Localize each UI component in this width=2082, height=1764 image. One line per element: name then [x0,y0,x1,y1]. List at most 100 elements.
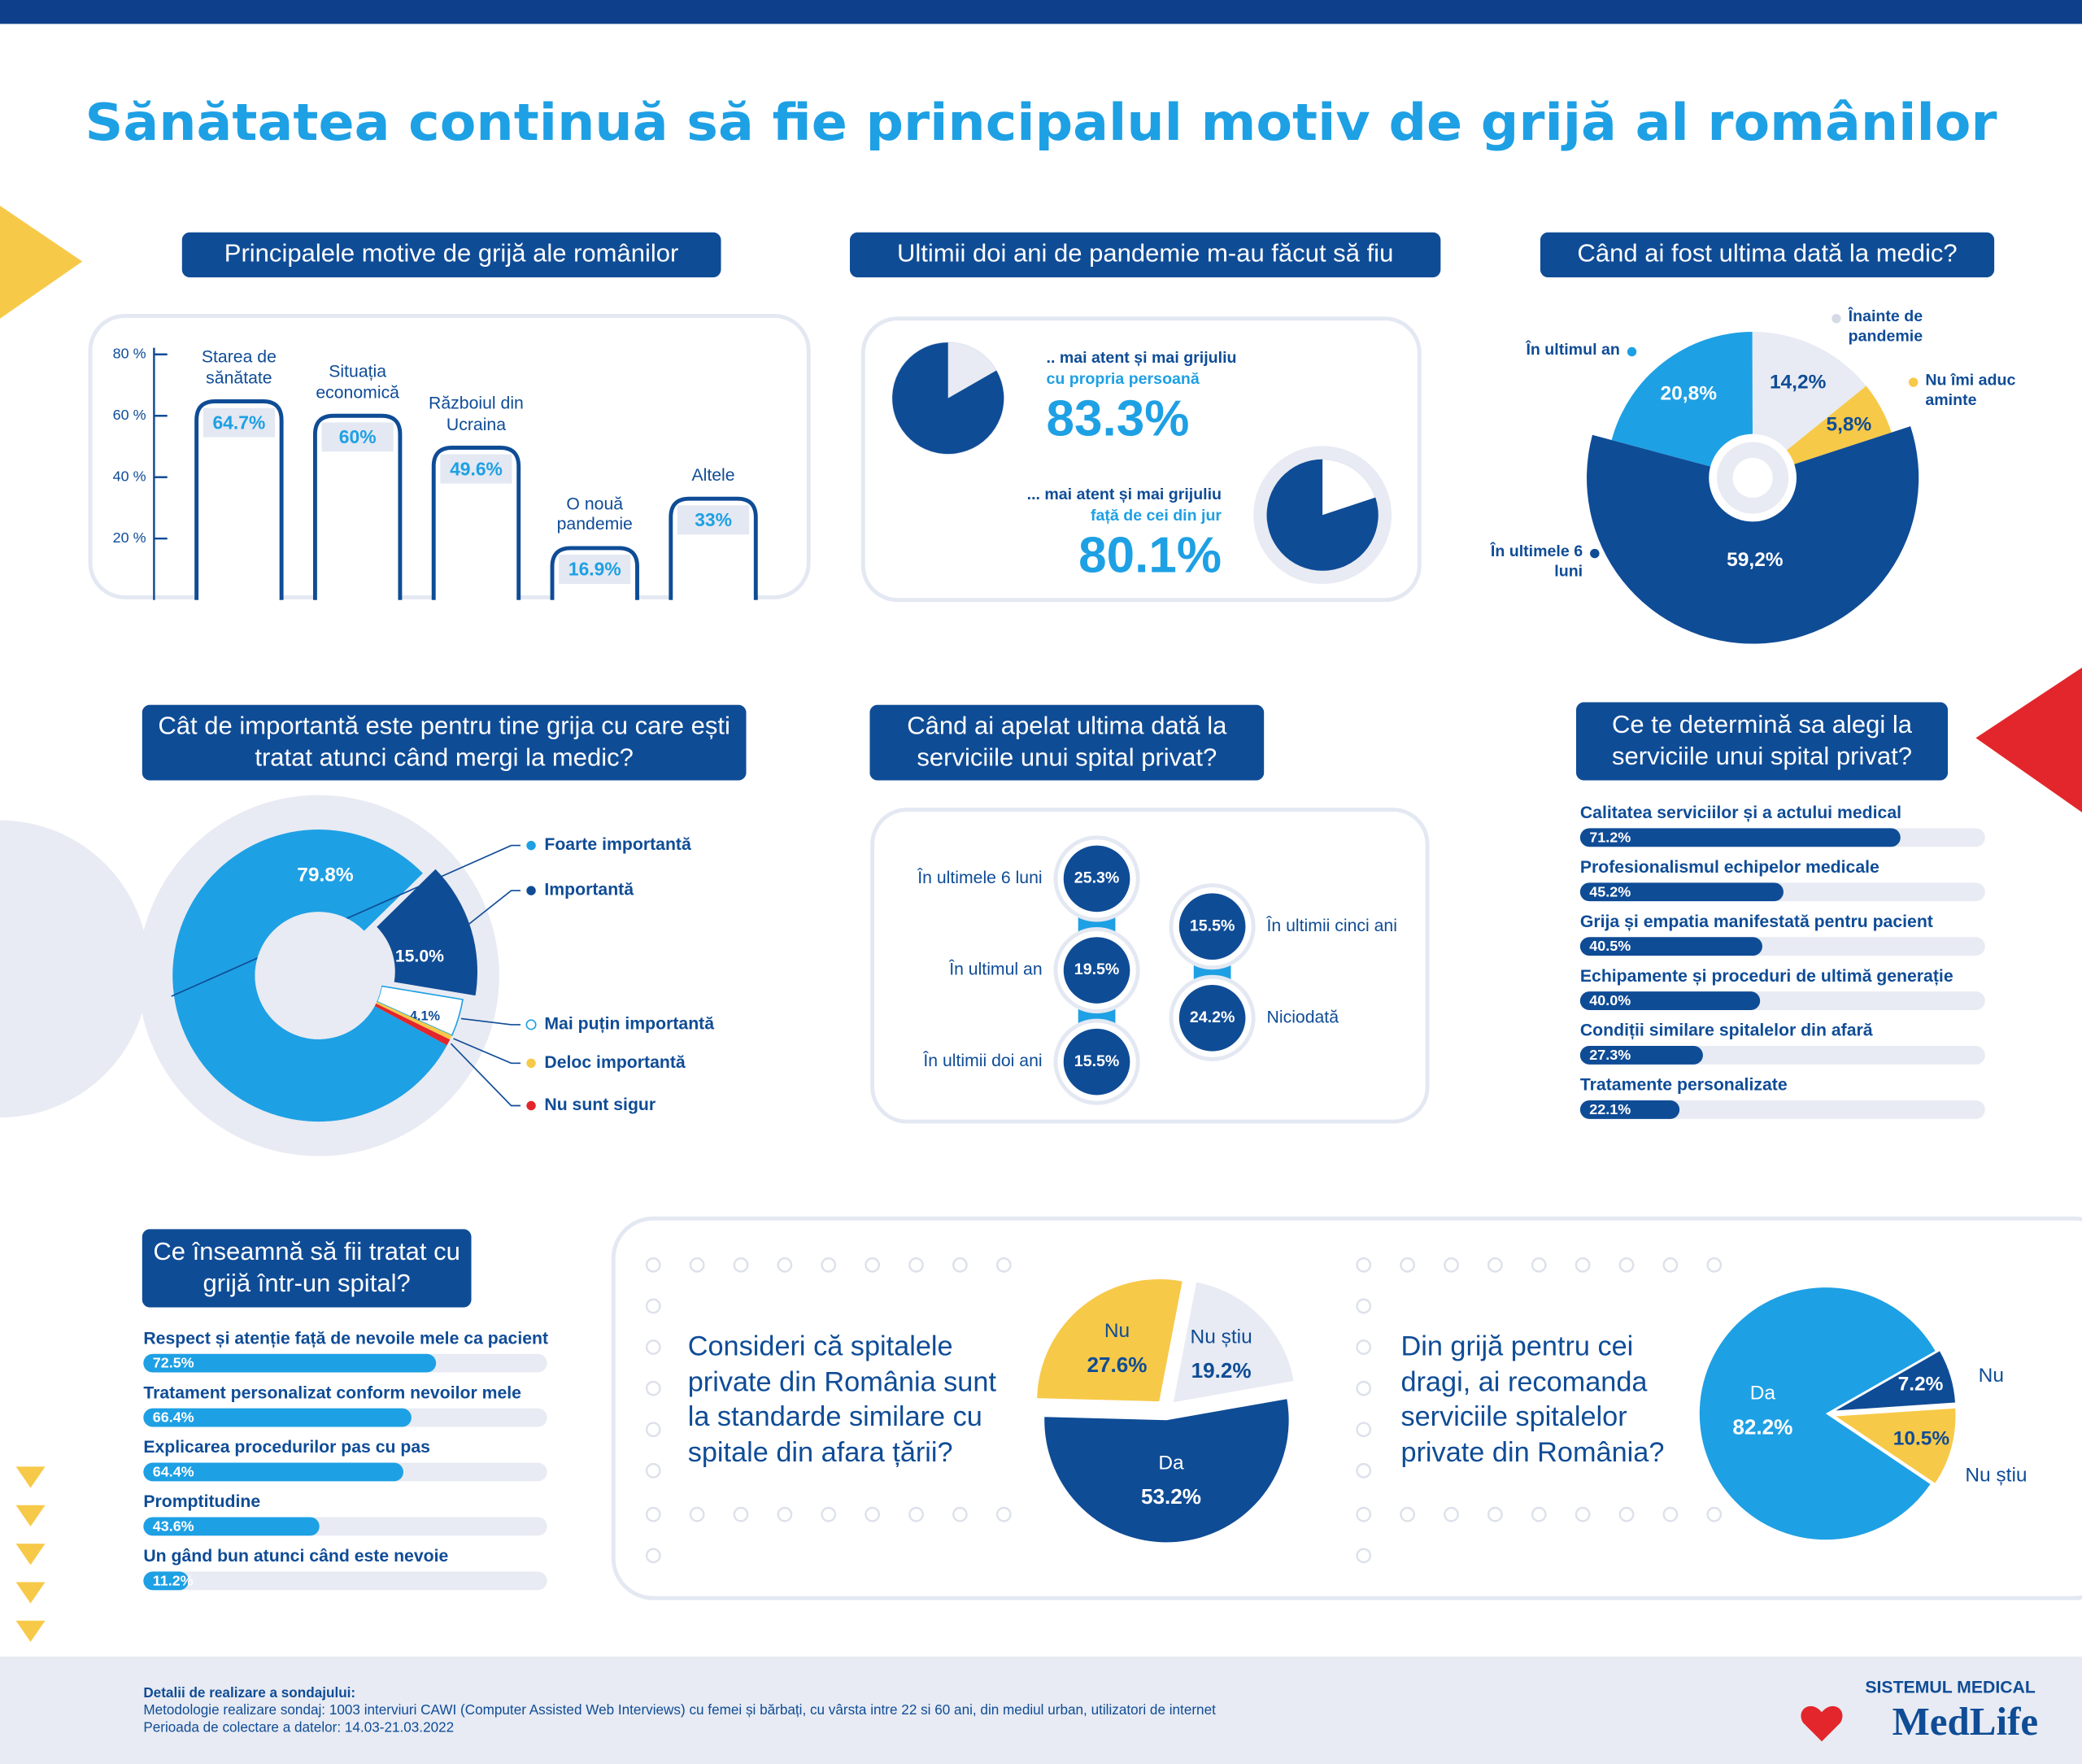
deco-dot [777,1257,793,1273]
y-tick-label: 80 % [113,345,146,361]
question: Consideri că spitalele private din Român… [687,1331,996,1469]
category-label: Explicarea procedurilor pas cu pas [143,1438,430,1457]
value-label: 22.1% [1589,1101,1631,1117]
donut-slice [172,830,447,1122]
pie-slice [1752,332,1866,478]
category-label: Condiții similare spitalelor din afară [1580,1021,1873,1040]
pie-slice [1044,1399,1289,1543]
section-title: Ce te determină sa alegi la serviciile u… [1575,702,1949,781]
pie-hub-inner [1732,458,1773,499]
panel [860,316,1422,603]
legend-dot [525,1019,537,1030]
value-label: 45.2% [1589,883,1631,899]
section-title-box: Ce te determină sa alegi la serviciile u… [1575,702,1949,781]
category-label: În ultimii doi ani [922,1050,1042,1070]
legend-dot [1832,313,1841,324]
legend-dot [1908,377,1919,387]
category-label: Situația economică [316,361,399,402]
deco-dot [865,1506,881,1522]
deco-dot [645,1380,661,1396]
deco-dot [1531,1257,1547,1273]
section-title: Ultimii doi ani de pandemie m-au făcut s… [849,232,1441,278]
deco-dot [1356,1548,1372,1564]
category-label-box: Starea de sănătate [202,346,277,387]
item-detail: față de cei din jur [1091,507,1222,525]
value-label: 83.3% [1047,390,1190,446]
value-band [559,555,631,584]
pie-slice [1699,1287,1936,1540]
category-label: Da [1750,1383,1776,1405]
bubble [1178,984,1246,1052]
deco-dot [1706,1506,1723,1522]
y-tick-label: 60 % [113,407,146,423]
bubble [1063,937,1130,1004]
item-label: .. mai atent și mai grijuliu [1047,349,1237,367]
legend-dot [526,1058,536,1068]
deco-dot [821,1257,837,1273]
value-label: 14,2% [1770,371,1827,393]
category-label-box: Nu [1978,1364,2004,1387]
deco-dot [777,1506,793,1522]
bar [143,1353,437,1373]
deco-dot [1356,1339,1372,1355]
category-label: Nu [1978,1364,2004,1387]
pie-wedge [1266,459,1379,571]
value-label: 33% [695,509,732,530]
bar [1579,991,1761,1010]
value-label: 11.2% [153,1572,194,1588]
pie-slice [1173,1282,1294,1403]
page-title: Sănătatea continuă să fie principalul mo… [85,93,1997,152]
deco-dot [995,1506,1012,1522]
deco-dot [1400,1257,1415,1273]
value-label: 79.8% [297,865,354,886]
category-label: Echipamente și proceduri de ultimă gener… [1580,967,1954,986]
value-label: 19.2% [1191,1358,1252,1383]
bar [143,1462,403,1482]
deco-triangle [1975,667,2082,812]
value-label: 80.1% [1078,527,1222,583]
deco-dot [645,1298,661,1314]
value-label: 64.7% [212,412,265,433]
deco-triangle [15,1544,46,1566]
category-label-box: Înainte de pandemie [1849,307,1923,345]
footer-line: Metodologie realizare sondaj: 1003 inter… [143,1701,1216,1718]
deco-dot [1356,1380,1372,1396]
section-title-box: Când ai fost ultima dată la medic? [1540,232,1995,278]
pie-wedge [892,342,1004,455]
donut-slice [374,1003,451,1046]
section-title-box: Cât de importantă este pentru tine grija… [142,704,747,781]
category-label: Nu știu [1191,1326,1252,1348]
section-title-box: Când ai apelat ultima dată la serviciile… [869,704,1265,781]
donut-slice [376,1001,452,1040]
value-label: 82.2% [1732,1414,1792,1439]
bar [1579,1100,1680,1119]
deco-dot [1575,1257,1591,1273]
value-label: 66.4% [153,1409,194,1426]
deco-dot [1356,1462,1372,1479]
bar [143,1517,320,1536]
deco-circle [0,820,149,1118]
question-box: Din grijă pentru cei dragi, ai recomanda… [1400,1331,1664,1468]
footer-band [0,1656,2082,1764]
value-label: 4.1% [410,1008,441,1023]
deco-dot [689,1506,705,1522]
deco-dot [1575,1506,1591,1522]
bar [431,446,521,600]
pie-slice [1587,426,1919,644]
category-label: În ultimul an [1526,339,1620,359]
deco-dot [645,1339,661,1355]
deco-dot [733,1506,749,1522]
legend-dot [526,1100,536,1111]
value-label: 72.5% [153,1355,194,1371]
deco-dot [1400,1506,1415,1522]
deco-dot [689,1257,705,1273]
value-label: 25.3% [1074,869,1120,887]
section-title: Când ai fost ultima dată la medic? [1540,232,1995,278]
category-label: Un gând bun atunci când este nevoie [143,1547,448,1566]
deco-triangle [15,1582,46,1604]
leader-line [450,1043,520,1107]
deco-dot [908,1257,924,1273]
bar [1579,882,1784,902]
section-title: Cât de importantă este pentru tine grija… [142,704,747,781]
